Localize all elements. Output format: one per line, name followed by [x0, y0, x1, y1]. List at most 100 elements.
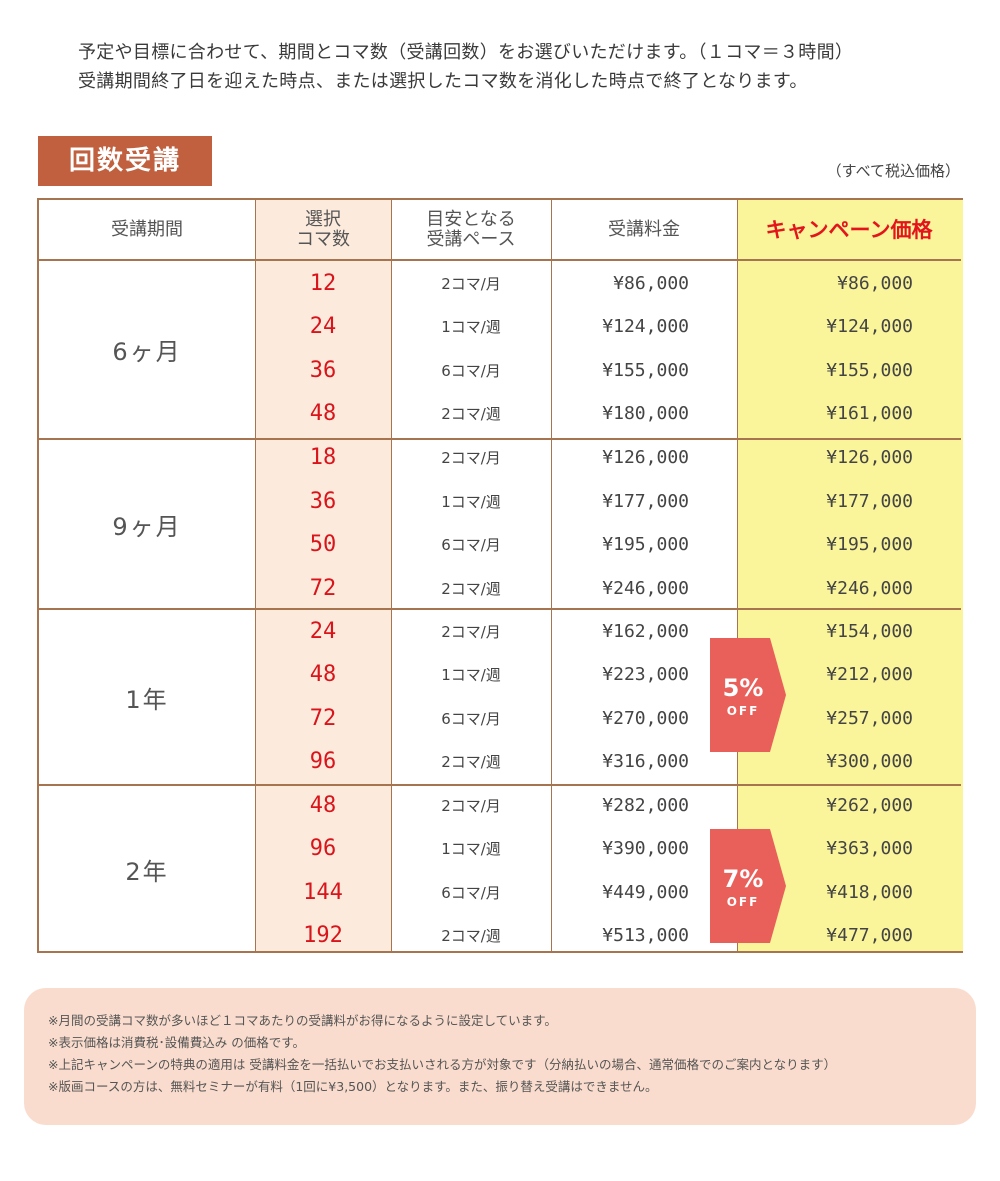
pace: 6コマ/月 [441, 362, 501, 381]
koma-count: 96 [309, 749, 337, 775]
table-row: 96 2コマ/週 ¥316,000 ¥300,000 [39, 740, 961, 784]
table-row: 144 6コマ/月 ¥449,000 ¥418,000 [39, 871, 961, 915]
table-row: 24 1コマ/週 ¥124,000 ¥124,000 [39, 305, 961, 349]
pace: 2コマ/週 [441, 753, 501, 772]
koma-count: 48 [309, 793, 337, 819]
arrow-badge-shape [710, 829, 786, 943]
table-row: 72 6コマ/月 ¥270,000 ¥257,000 [39, 697, 961, 741]
regular-price: ¥126,000 [602, 447, 689, 469]
koma-count: 24 [309, 619, 337, 645]
pace: 2コマ/週 [441, 405, 501, 424]
regular-price: ¥223,000 [602, 664, 689, 686]
section-title: 回数受講 [38, 136, 212, 186]
pace: 2コマ/月 [441, 797, 501, 816]
pace: 1コマ/週 [441, 493, 501, 512]
koma-count: 36 [309, 489, 337, 515]
intro-line-1: 予定や目標に合わせて、期間とコマ数（受講回数）をお選びいただけます。（１コマ＝３… [78, 42, 854, 63]
price-table: 受講期間 選択 コマ数 目安となる 受講ペース 受講料金 キャンペーン価格 6ヶ… [37, 198, 963, 953]
pace: 1コマ/週 [441, 840, 501, 859]
koma-count: 24 [309, 314, 337, 340]
divider [39, 608, 961, 610]
pace: 6コマ/月 [441, 710, 501, 729]
pace: 6コマ/月 [441, 884, 501, 903]
campaign-price: ¥155,000 [826, 360, 913, 382]
regular-price: ¥86,000 [613, 273, 689, 295]
campaign-price: ¥161,000 [826, 403, 913, 425]
campaign-price: ¥212,000 [826, 664, 913, 686]
table-row: 50 6コマ/月 ¥195,000 ¥195,000 [39, 523, 961, 567]
arrow-badge-shape [710, 638, 786, 752]
period-label: 2年 [125, 858, 169, 886]
pace: 6コマ/月 [441, 536, 501, 555]
header-campaign: キャンペーン価格 [765, 218, 933, 242]
discount-off-label: OFF [726, 895, 760, 909]
koma-count: 72 [309, 706, 337, 732]
header-pace-line2: 受講ペース [426, 229, 516, 250]
pace: 2コマ/週 [441, 927, 501, 946]
table-row: 36 1コマ/週 ¥177,000 ¥177,000 [39, 480, 961, 524]
table-row: 18 2コマ/月 ¥126,000 ¥126,000 [39, 436, 961, 480]
note-line: ※月間の受講コマ数が多いほど１コマあたりの受講料がお得になるように設定しています… [48, 1013, 557, 1028]
regular-price: ¥180,000 [602, 403, 689, 425]
pace: 2コマ/月 [441, 623, 501, 642]
regular-price: ¥195,000 [602, 534, 689, 556]
period-label: 6ヶ月 [112, 337, 182, 366]
divider [255, 200, 256, 951]
regular-price: ¥282,000 [602, 795, 689, 817]
table-row: 48 2コマ/月 ¥282,000 ¥262,000 [39, 784, 961, 828]
header-pace-line1: 目安となる [426, 209, 516, 230]
tax-note: （すべて税込価格） [826, 162, 960, 180]
campaign-price: ¥477,000 [826, 925, 913, 947]
discount-badge-5: 5% OFF [710, 638, 786, 752]
pace: 2コマ/週 [441, 580, 501, 599]
koma-count: 48 [309, 662, 337, 688]
campaign-price: ¥124,000 [826, 316, 913, 338]
header-koma-line1: 選択 [305, 209, 341, 230]
campaign-price: ¥300,000 [826, 751, 913, 773]
koma-count: 18 [309, 445, 337, 471]
discount-badge-7: 7% OFF [710, 829, 786, 943]
campaign-price: ¥154,000 [826, 621, 913, 643]
koma-count: 192 [303, 923, 343, 949]
divider [39, 438, 961, 440]
divider [39, 259, 961, 261]
table-row: 48 1コマ/週 ¥223,000 ¥212,000 [39, 653, 961, 697]
header-period: 受講期間 [111, 219, 183, 240]
regular-price: ¥316,000 [602, 751, 689, 773]
divider [551, 200, 552, 951]
intro-text: 予定や目標に合わせて、期間とコマ数（受講回数）をお選びいただけます。（１コマ＝３… [78, 38, 853, 96]
note-line: ※表示価格は消費税･設備費込み の価格です。 [48, 1035, 305, 1050]
campaign-price: ¥195,000 [826, 534, 913, 556]
campaign-price: ¥262,000 [826, 795, 913, 817]
header-price: 受講料金 [608, 219, 680, 240]
discount-off-label: OFF [726, 704, 760, 718]
campaign-price: ¥363,000 [826, 838, 913, 860]
header-koma-line2: コマ数 [296, 229, 350, 250]
koma-count: 48 [309, 401, 337, 427]
regular-price: ¥270,000 [602, 708, 689, 730]
table-row: 36 6コマ/月 ¥155,000 ¥155,000 [39, 349, 961, 393]
pace: 1コマ/週 [441, 666, 501, 685]
table-row: 96 1コマ/週 ¥390,000 ¥363,000 [39, 827, 961, 871]
campaign-price: ¥246,000 [826, 578, 913, 600]
note-line: ※版画コースの方は、無料セミナーが有料（1回に¥3,500）となります。また、振… [48, 1079, 658, 1094]
koma-count: 72 [309, 576, 337, 602]
table-row: 192 2コマ/週 ¥513,000 ¥477,000 [39, 914, 961, 958]
koma-count: 12 [309, 271, 337, 297]
regular-price: ¥246,000 [602, 578, 689, 600]
regular-price: ¥177,000 [602, 491, 689, 513]
pace: 1コマ/週 [441, 318, 501, 337]
table-row: 48 2コマ/週 ¥180,000 ¥161,000 [39, 392, 961, 436]
koma-column-bg [255, 200, 391, 951]
table-row: 24 2コマ/月 ¥162,000 ¥154,000 [39, 610, 961, 654]
regular-price: ¥162,000 [602, 621, 689, 643]
discount-percent: 7% [722, 865, 764, 893]
divider [39, 784, 961, 786]
koma-count: 50 [309, 532, 337, 558]
regular-price: ¥155,000 [602, 360, 689, 382]
campaign-price: ¥86,000 [837, 273, 913, 295]
notes-box: ※月間の受講コマ数が多いほど１コマあたりの受講料がお得になるように設定しています… [24, 988, 976, 1125]
koma-count: 144 [303, 880, 343, 906]
header-koma: 選択 コマ数 [255, 200, 391, 260]
koma-count: 96 [309, 836, 337, 862]
